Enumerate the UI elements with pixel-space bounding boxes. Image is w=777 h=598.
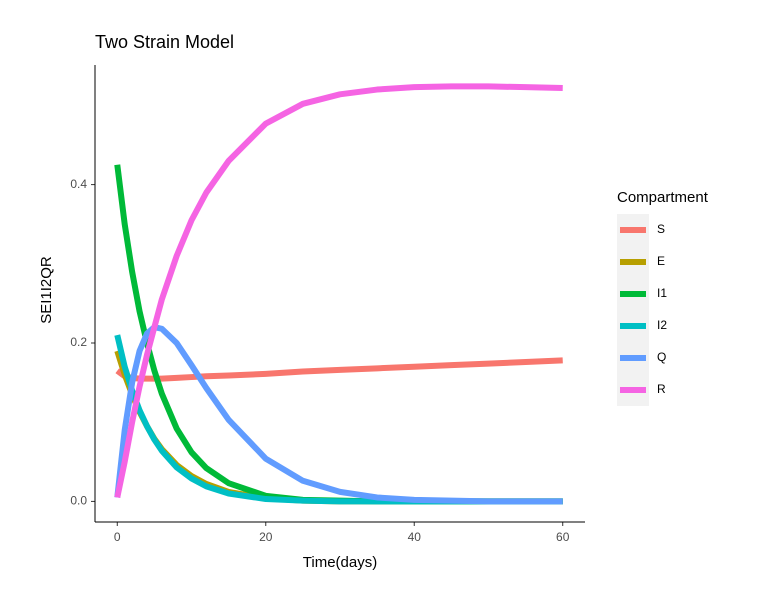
x-tick-label: 0 xyxy=(114,530,121,544)
y-tick-label: 0.0 xyxy=(70,494,87,508)
chart-title: Two Strain Model xyxy=(95,32,234,52)
y-axis-title: SEI1I2QR xyxy=(38,256,55,324)
x-tick-label: 20 xyxy=(259,530,273,544)
legend-label: E xyxy=(657,254,665,268)
legend-title: Compartment xyxy=(617,189,709,206)
y-tick-label: 0.2 xyxy=(70,335,87,349)
y-tick-label: 0.4 xyxy=(70,177,87,191)
legend-label: Q xyxy=(657,350,666,364)
series-line xyxy=(114,164,563,505)
x-tick-label: 40 xyxy=(408,530,422,544)
legend-label: I1 xyxy=(657,286,667,300)
series-line xyxy=(114,83,563,499)
series-line xyxy=(114,324,563,505)
series-line xyxy=(114,350,563,505)
legend-label: I2 xyxy=(657,318,667,332)
x-axis-title: Time(days) xyxy=(303,554,377,571)
series-line xyxy=(115,357,563,382)
legend-label: S xyxy=(657,222,665,236)
legend-label: R xyxy=(657,382,666,396)
series-line xyxy=(114,334,563,505)
x-tick-label: 60 xyxy=(556,530,570,544)
